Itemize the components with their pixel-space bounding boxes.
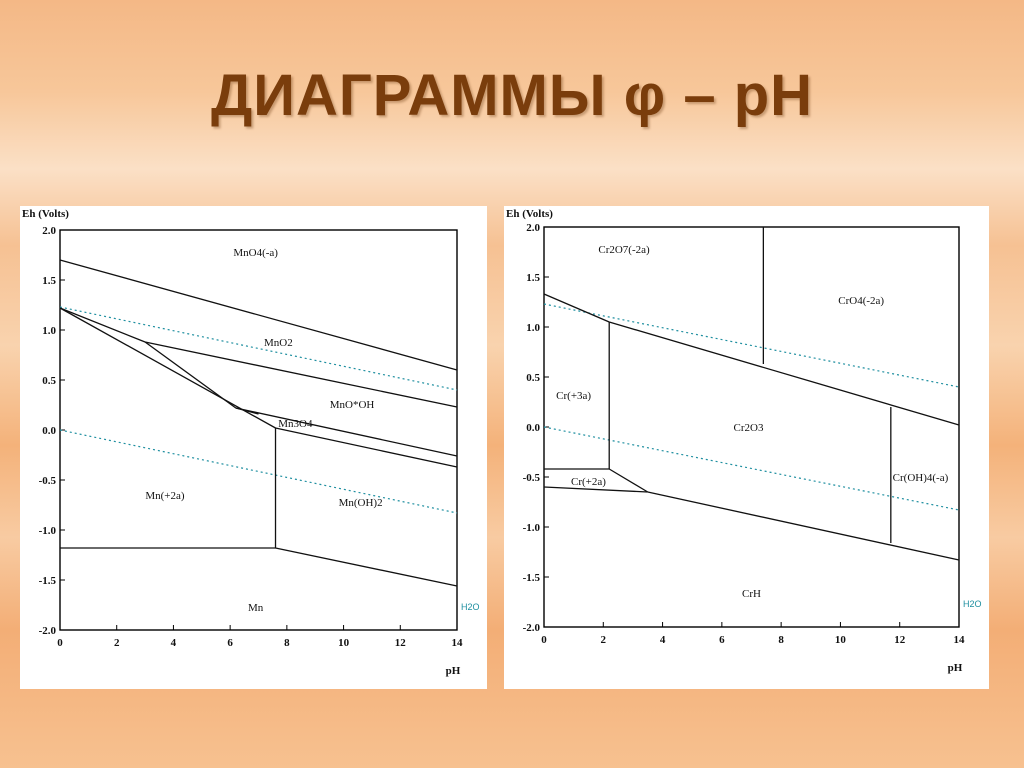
cr-y-tick-label: 1.0 [526,322,540,334]
mn-pourbaix-diagram-panel: 2.0 1.5 1.0 0.5 0.0 -0.5 -1.0 -1.5 -2.0 0 2 4 6 8 10 12… [20,206,487,689]
mn-pourbaix-diagram: 2.0 1.5 1.0 0.5 0.0 -0.5 -1.0 -1.5 -2.00 2 4 6 8 10 12… [22,208,480,677]
mn-y-tick-label: 0.5 [42,375,56,387]
mn-y-tick-label: -2.0 [39,625,57,637]
mn-x-tick-label: 6 [227,637,233,649]
mn-species-label: Mn(OH)2 [339,497,383,509]
slide-title: ДИАГРАММЫ φ – pH [210,63,814,128]
mn-phase-boundary [235,407,458,457]
cr-y-tick-label: -0.5 [523,472,541,484]
cr-x-tick-label: 8 [778,634,784,646]
cr-y-tick-label: -1.5 [523,572,541,584]
cr-y-tick-label: -2.0 [523,622,541,634]
mn-y-tick-label: 0.0 [42,425,56,437]
mn-species-label: MnO2 [264,337,293,349]
cr-species-label: Cr(OH)4(-a) [893,472,949,484]
cr-y-tick-label: 0.0 [526,422,540,434]
cr-pourbaix-diagram: 2.0 1.5 1.0 0.5 0.0 -0.5 -1.0 -1.5 -2.00 2 4 6 8 10 12… [506,208,982,674]
cr-species-label: Cr(+2a) [571,476,606,488]
cr-y-tick-label: -1.0 [523,522,541,534]
mn-species-label: Mn3O4 [278,418,313,430]
cr-x-tick-label: 14 [954,634,966,646]
cr-y-tick-label: 2.0 [526,222,540,234]
cr-y-axis-title: Eh (Volts) [506,208,553,220]
mn-x-tick-label: 2 [114,637,120,649]
mn-y-tick-label: -1.0 [39,525,57,537]
cr-species-label: Cr(+3a) [556,390,591,402]
cr-h2o-label: H2O [963,599,982,609]
mn-y-tick-label: 2.0 [42,225,56,237]
cr-phase-boundary [647,491,960,561]
mn-y-axis-title: Eh (Volts) [22,208,69,220]
mn-phase-boundary [235,407,259,415]
mn-phase-boundary [59,259,458,371]
cr-species-label: Cr2O7(-2a) [598,244,650,256]
cr-water-stability-line [543,303,960,388]
mn-h2o-label: H2O [461,602,480,612]
mn-species-label: MnO*OH [330,399,375,411]
cr-x-tick-label: 10 [835,634,847,646]
cr-phase-boundary [608,468,649,493]
cr-y-tick-label: 0.5 [526,372,540,384]
mn-species-label: MnO4(-a) [233,247,278,259]
mn-phase-boundary [275,427,458,468]
mn-x-tick-label: 4 [171,637,177,649]
mn-water-stability-line [59,306,458,391]
mn-phase-boundary [144,341,458,408]
mn-x-tick-label: 10 [338,637,350,649]
mn-x-axis-title: pH [446,665,461,677]
cr-x-tick-label: 6 [719,634,725,646]
cr-water-stability-line [543,426,960,511]
mn-x-tick-label: 14 [452,637,464,649]
cr-y-tick-label: 1.5 [526,272,540,284]
cr-x-tick-label: 4 [660,634,666,646]
mn-x-tick-label: 8 [284,637,290,649]
cr-x-tick-label: 0 [541,634,547,646]
mn-phase-boundary [275,547,458,587]
mn-y-tick-label: 1.5 [42,275,56,287]
mn-x-tick-label: 12 [395,637,407,649]
cr-species-label: CrO4(-2a) [838,295,884,307]
mn-y-tick-label: -1.5 [39,575,57,587]
mn-phase-boundary [59,307,146,343]
cr-x-tick-label: 12 [894,634,906,646]
cr-phase-boundary [543,293,610,323]
cr-phase-boundary [609,321,960,426]
mn-phase-boundary [144,341,237,409]
cr-pourbaix-diagram-panel: 2.0 1.5 1.0 0.5 0.0 -0.5 -1.0 -1.5 -2.0 0 2 4 6 8 10 12… [504,206,989,689]
cr-x-axis-title: pH [948,662,963,674]
cr-species-label: Cr2O3 [734,422,764,434]
mn-y-tick-label: 1.0 [42,325,56,337]
mn-phase-boundary [59,307,276,429]
mn-x-tick-label: 0 [57,637,63,649]
cr-x-tick-label: 2 [601,634,607,646]
mn-species-label: Mn(+2a) [145,490,185,502]
mn-y-tick-label: -0.5 [39,475,57,487]
cr-phase-boundary [543,486,648,493]
mn-plot-frame [59,229,458,631]
mn-species-label: Mn [248,602,264,614]
cr-species-label: CrH [742,588,761,600]
